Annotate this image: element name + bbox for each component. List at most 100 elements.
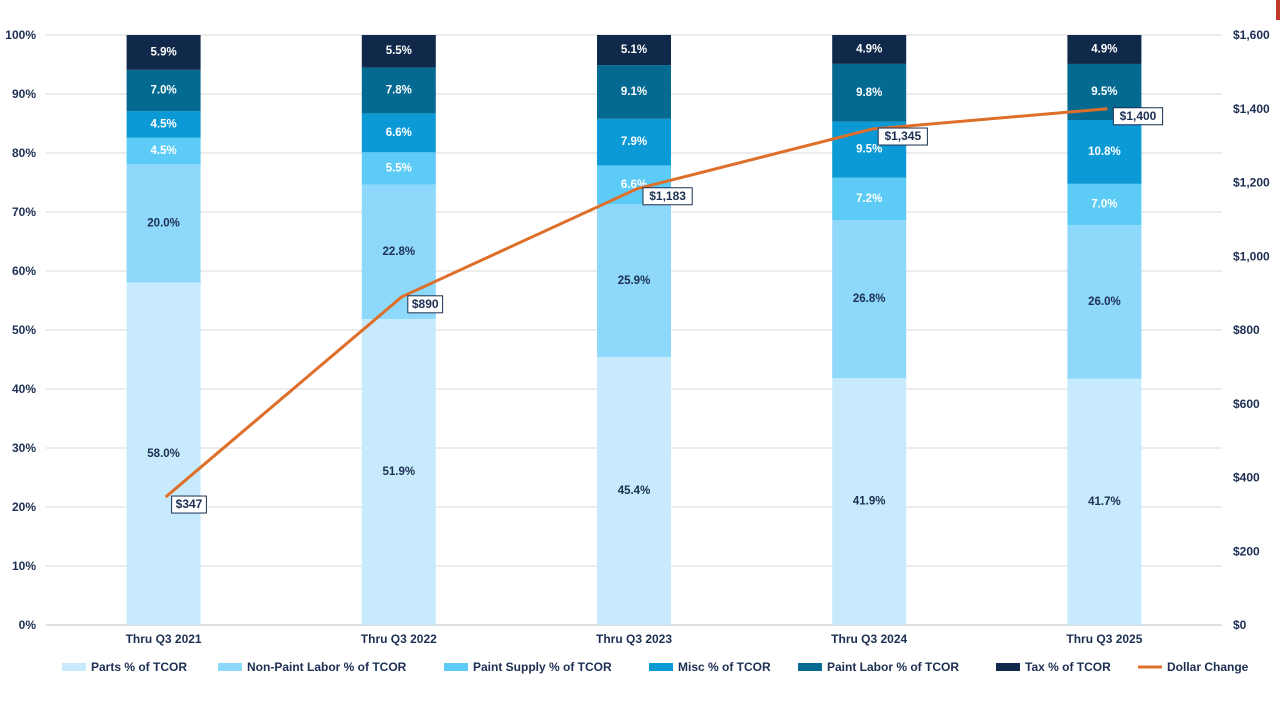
bar-segment [361,113,436,153]
legend-label: Dollar Change [1167,660,1249,674]
legend-swatch [218,663,242,671]
left-axis-tick-label: 50% [12,323,36,337]
right-axis-tick-label: $0 [1233,618,1247,632]
dollar-change-label-box [171,495,207,514]
legend-label: Tax % of TCOR [1025,660,1111,674]
bar-segment-label: 41.7% [1088,496,1121,508]
left-axis-tick-label: 100% [5,28,36,42]
bar-segment [1067,35,1142,64]
bar-segment-label: 7.2% [856,193,882,205]
bar-segment-label: 6.6% [386,127,412,139]
legend-swatch [649,663,673,671]
bar-segment [126,164,201,283]
left-axis-tick-label: 70% [12,205,36,219]
bar-segment-label: 22.8% [382,246,415,258]
bar-segment-label: 41.9% [853,496,886,508]
bar-segment-label: 10.8% [1088,146,1121,158]
right-axis-tick-label: $200 [1233,544,1260,558]
dollar-change-label: $1,183 [649,189,686,203]
legend-item: Non-Paint Labor % of TCOR [218,660,407,674]
bar-segment-label: 4.9% [856,43,882,55]
left-axis-tick-label: 60% [12,264,36,278]
bar-segment [126,111,201,138]
legend-swatch [798,663,822,671]
right-axis-tick-label: $1,200 [1233,176,1270,190]
corner-accent [1276,0,1280,20]
bar-segment [126,137,201,165]
bar-segment [597,118,671,166]
legend-swatch [996,663,1020,671]
left-axis-tick-label: 30% [12,441,36,455]
bar-segment [126,69,201,112]
bar-segment-label: 9.5% [856,144,882,156]
dollar-change-label-box [642,187,693,206]
left-axis-ticks: 0% 10% 20% 30% 40% 50% 60% 70% 80% 90% 100% [5,28,36,632]
bar-segment-label: 9.1% [621,86,647,98]
bar-segment-label: 26.8% [853,293,886,305]
bar-segment [361,319,436,625]
legend-item: Paint Labor % of TCOR [798,660,959,674]
legend-item: Dollar Change [1138,660,1249,674]
category-label: Thru Q3 2025 [1066,632,1142,646]
bar-segment-label: 9.5% [1091,86,1117,98]
dollar-change-label: $1,345 [884,129,921,143]
dollar-change-line-layer: $347 $890 $1,183 $1,345 $1,400 [164,107,1164,514]
bar-segment-label: 25.9% [618,275,651,287]
bar-segment [1067,120,1142,184]
right-axis-tick-label: $400 [1233,471,1260,485]
bar-segment-label: 9.8% [856,87,882,99]
legend-label: Non-Paint Labor % of TCOR [247,660,407,674]
category-labels: Thru Q3 2021 Thru Q3 2022 Thru Q3 2023 Thru… [126,632,1143,646]
bar-segment [1067,225,1142,379]
dollar-change-label-box [1112,107,1164,126]
bar-segment [597,204,671,358]
bar-segment-label: 7.0% [1091,199,1117,211]
bar-segment-label: 5.5% [386,45,412,57]
dollar-change-label: $347 [176,497,203,511]
bar-segment [126,35,201,70]
bars [126,35,1142,625]
bar-segment [361,152,436,185]
bar-segment-label: 7.9% [621,136,647,148]
dollar-change-line [164,107,1108,499]
bar-segment-label: 7.8% [386,84,412,96]
legend-swatch [444,663,468,671]
dollar-change-label: $890 [412,297,439,311]
bar-segment-label: 4.9% [1091,44,1117,56]
bar-segment-label: 45.4% [618,485,651,497]
left-axis-tick-label: 80% [12,146,36,160]
category-label: Thru Q3 2022 [361,632,437,646]
legend-label: Paint Supply % of TCOR [473,660,612,674]
legend-label: Paint Labor % of TCOR [827,660,959,674]
left-axis-tick-label: 0% [19,618,37,632]
bar-segment [1067,378,1142,625]
bar-segment [597,65,671,119]
legend-item: Paint Supply % of TCOR [444,660,612,674]
dollar-change-label: $1,400 [1120,109,1157,123]
left-axis-tick-label: 20% [12,500,36,514]
bar-segment-label: 5.5% [386,163,412,175]
category-label: Thru Q3 2023 [596,632,672,646]
legend-item: Parts % of TCOR [62,660,187,674]
category-label: Thru Q3 2021 [126,632,202,646]
bar-segment-label: 51.9% [382,466,415,478]
bar-segment [832,220,907,379]
right-axis-tick-label: $600 [1233,397,1260,411]
bar-segment [361,35,436,68]
right-axis-ticks: $0 $200 $400 $600 $800 $1,000 $1,200 $1,400 $1,6… [1233,28,1270,632]
right-axis-tick-label: $800 [1233,323,1260,337]
bar-segment [597,357,671,625]
legend-label: Misc % of TCOR [678,660,771,674]
bar-segment [597,35,671,66]
dollar-change-label-box [407,295,444,314]
category-label: Thru Q3 2024 [831,632,907,646]
right-axis-tick-label: $1,400 [1233,102,1270,116]
left-axis-tick-label: 90% [12,87,36,101]
legend-item: Tax % of TCOR [996,660,1111,674]
bar-segment-label: 4.5% [150,119,176,131]
bar-segment-label: 4.5% [150,145,176,157]
bar-segment [126,282,201,625]
legend-item: Misc % of TCOR [649,660,771,674]
